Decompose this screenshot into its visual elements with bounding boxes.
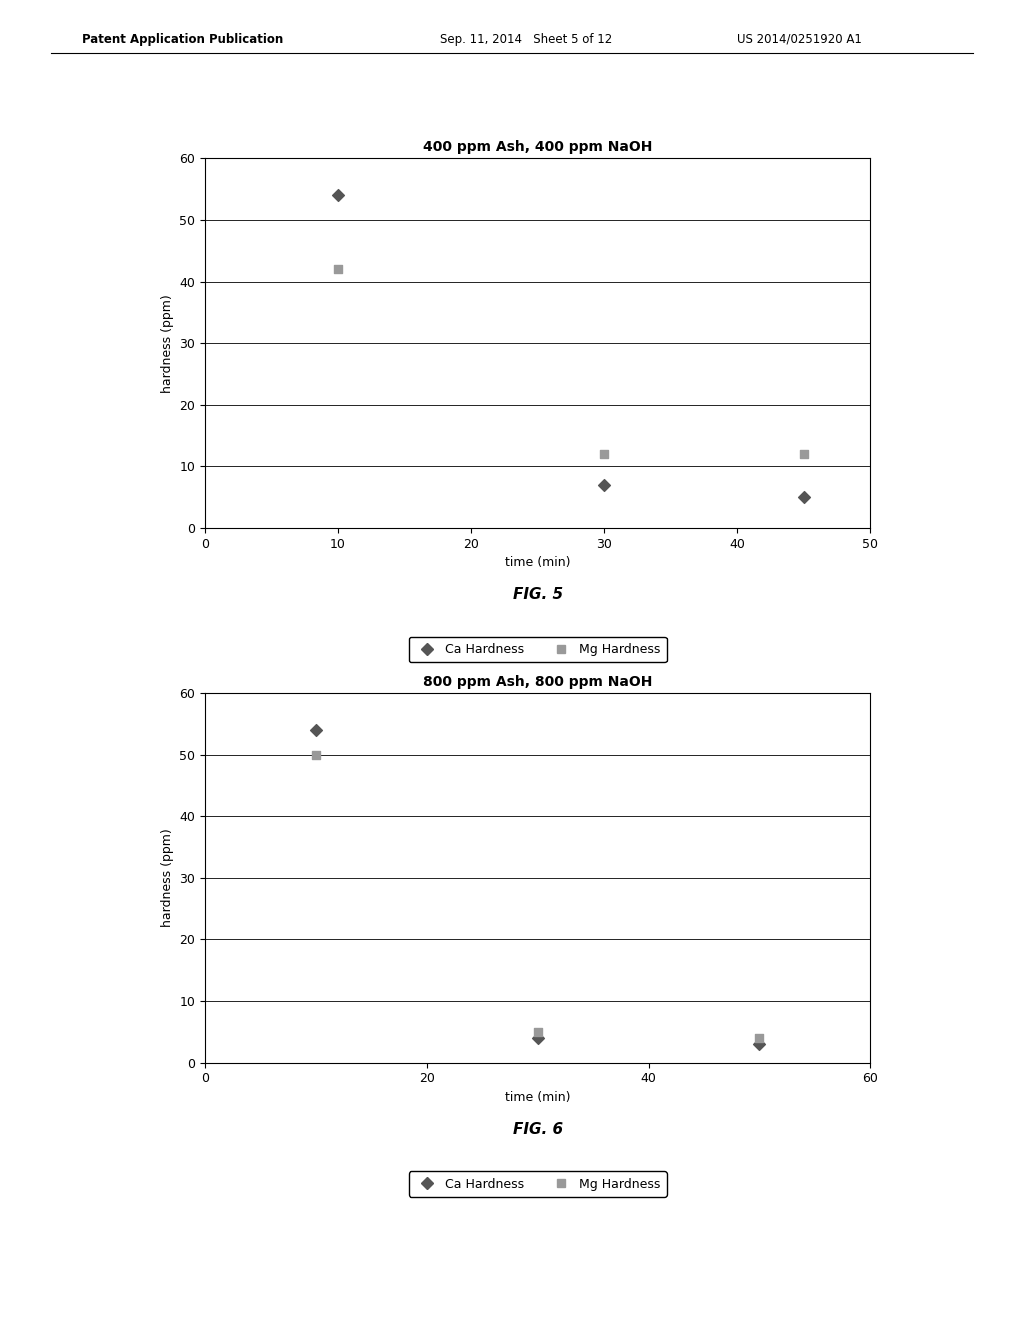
Title: 400 ppm Ash, 400 ppm NaOH: 400 ppm Ash, 400 ppm NaOH	[423, 140, 652, 154]
Text: US 2014/0251920 A1: US 2014/0251920 A1	[737, 33, 862, 46]
Y-axis label: hardness (ppm): hardness (ppm)	[161, 294, 173, 392]
Point	[796, 487, 812, 508]
Text: FIG. 6: FIG. 6	[513, 1122, 562, 1137]
Point	[330, 259, 346, 280]
Point	[596, 474, 612, 495]
Text: Patent Application Publication: Patent Application Publication	[82, 33, 284, 46]
Point	[752, 1027, 768, 1048]
X-axis label: time (min): time (min)	[505, 556, 570, 569]
Legend: Ca Hardness, Mg Hardness: Ca Hardness, Mg Hardness	[409, 636, 667, 663]
Text: Sep. 11, 2014   Sheet 5 of 12: Sep. 11, 2014 Sheet 5 of 12	[440, 33, 612, 46]
Text: FIG. 5: FIG. 5	[513, 587, 562, 602]
Point	[596, 444, 612, 465]
Legend: Ca Hardness, Mg Hardness: Ca Hardness, Mg Hardness	[409, 1171, 667, 1197]
Point	[307, 744, 324, 766]
Point	[330, 185, 346, 206]
Point	[796, 444, 812, 465]
Point	[529, 1027, 546, 1048]
Point	[529, 1022, 546, 1043]
Point	[752, 1034, 768, 1055]
Point	[307, 719, 324, 741]
Title: 800 ppm Ash, 800 ppm NaOH: 800 ppm Ash, 800 ppm NaOH	[423, 675, 652, 689]
Y-axis label: hardness (ppm): hardness (ppm)	[161, 829, 173, 927]
X-axis label: time (min): time (min)	[505, 1090, 570, 1104]
